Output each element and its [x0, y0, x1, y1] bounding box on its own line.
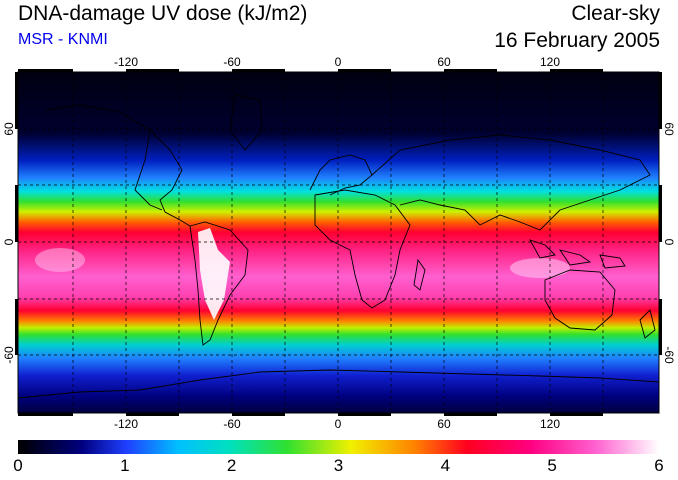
- graticule: [18, 72, 659, 413]
- colorbar-tick-label: 0: [13, 456, 23, 475]
- colorbar-tick-label: 3: [333, 456, 344, 475]
- uv-field: [18, 72, 659, 413]
- lon-label-top: -120: [114, 55, 138, 69]
- lon-label-top: 60: [437, 55, 451, 69]
- colorbar-tick-label: 1: [120, 456, 130, 475]
- coastlines: [18, 94, 659, 399]
- lon-label-bottom: 120: [540, 417, 560, 431]
- lon-label-top: -60: [223, 55, 241, 69]
- high-uv-region: [35, 248, 85, 272]
- colorbar-tick-label: 5: [547, 456, 557, 475]
- high-uv-region: [510, 258, 570, 278]
- source-label: MSR - KNMI: [18, 31, 108, 48]
- lon-label-top: 0: [335, 55, 342, 69]
- lat-label-left: 60: [2, 122, 16, 136]
- frame-ticks: [15, 69, 662, 416]
- sky-condition-label: Clear-sky: [571, 2, 660, 25]
- lon-label-top: 120: [540, 55, 560, 69]
- colorbar-tick-label: 6: [654, 456, 664, 475]
- lat-label-right: 0: [662, 239, 676, 246]
- colorbar-tick-label: 4: [440, 456, 451, 475]
- lat-label-left: -60: [2, 346, 16, 364]
- high-uv-region: [198, 228, 230, 320]
- lon-label-bottom: -60: [223, 417, 241, 431]
- colorbar-tick-label: 2: [226, 456, 237, 475]
- lat-label-left: 0: [2, 238, 16, 245]
- colorbar: [18, 440, 659, 454]
- lat-label-right: -60: [662, 346, 676, 364]
- map-title: DNA-damage UV dose (kJ/m2): [18, 2, 308, 25]
- lat-label-right: 60: [662, 122, 676, 136]
- date-label: 16 February 2005: [494, 29, 660, 52]
- lon-label-bottom: 0: [335, 417, 342, 431]
- lon-label-bottom: 60: [437, 417, 451, 431]
- lon-label-bottom: -120: [114, 417, 138, 431]
